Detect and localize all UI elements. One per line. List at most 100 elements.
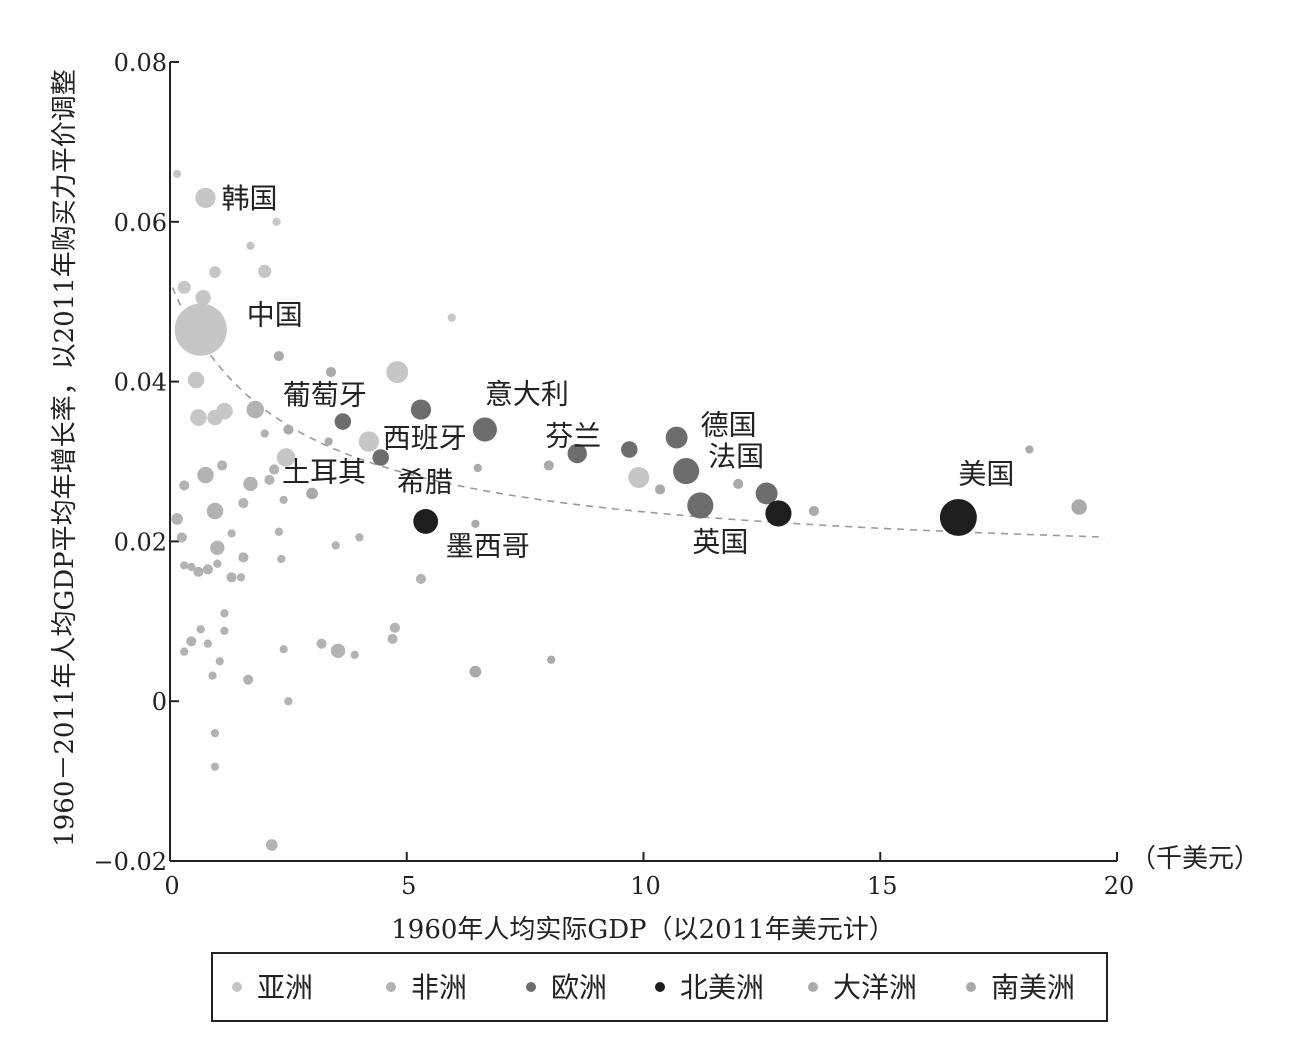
point-label: 希腊 (397, 466, 453, 499)
data-point (177, 280, 191, 294)
legend-marker (232, 982, 242, 992)
y-tick-label: 0.06 (114, 209, 167, 237)
data-point (387, 633, 398, 644)
y-axis-title: 1960－2011年人均GDP平均年增长率，以2011年购买力平价调整 (50, 69, 80, 847)
data-point (172, 169, 182, 178)
data-point-labeled (939, 498, 977, 536)
point-label: 西班牙 (383, 422, 467, 455)
data-point (264, 474, 275, 485)
data-point (220, 609, 229, 618)
data-point (272, 217, 281, 226)
legend-marker (655, 982, 665, 992)
data-point (180, 561, 189, 570)
data-point-labeled (567, 443, 587, 464)
legend-label: 非洲 (411, 971, 467, 1004)
legend-label: 南美洲 (991, 971, 1075, 1004)
data-point (190, 409, 207, 426)
x-tick-label: 0 (164, 872, 179, 900)
data-point (180, 647, 189, 656)
data-point (547, 655, 556, 664)
data-point (733, 478, 744, 489)
y-tick-label: −0.02 (93, 848, 167, 876)
data-point (206, 502, 224, 520)
data-point (202, 564, 213, 575)
data-point (213, 559, 222, 568)
data-point (210, 540, 225, 555)
y-tick-label: 0.04 (114, 369, 167, 397)
data-point (238, 497, 249, 509)
data-point (355, 533, 364, 542)
point-label: 葡萄牙 (283, 379, 367, 412)
data-point (469, 665, 482, 678)
data-point (755, 482, 778, 505)
data-point-labeled (687, 492, 714, 519)
legend: 亚洲 非洲 欧洲 北美洲 大洋洲 南美洲 (211, 952, 1108, 1022)
data-point (265, 839, 278, 851)
point-label: 韩国 (222, 182, 278, 215)
legend-marker (966, 982, 976, 992)
data-point (208, 671, 217, 680)
point-label: 土耳其 (282, 456, 366, 489)
data-point (316, 638, 327, 649)
data-point (765, 500, 792, 527)
legend-label: 亚洲 (257, 971, 313, 1004)
trend-line (171, 287, 1106, 538)
data-point-labeled (372, 449, 389, 466)
data-point (243, 674, 254, 685)
data-point (269, 464, 280, 475)
data-point (306, 487, 318, 500)
point-label: 芬兰 (545, 420, 601, 453)
data-point (246, 241, 255, 250)
data-point (187, 562, 196, 572)
data-point (227, 529, 236, 538)
data-point (655, 484, 666, 495)
data-point-labeled (174, 303, 227, 356)
data-point (193, 566, 204, 577)
data-point (187, 371, 205, 389)
data-point (621, 441, 638, 458)
data-point (179, 480, 190, 491)
data-point (283, 424, 294, 435)
data-point (197, 466, 214, 484)
data-point-labeled (413, 509, 439, 534)
point-label: 法国 (708, 440, 764, 473)
data-point (210, 729, 220, 738)
legend-label: 欧洲 (551, 971, 607, 1004)
data-point (284, 697, 293, 706)
y-tick-label: 0.08 (114, 49, 167, 77)
x-tick-label: 5 (401, 872, 416, 900)
point-label: 中国 (247, 299, 303, 332)
data-point (415, 573, 427, 585)
data-point (217, 460, 228, 471)
data-point-labeled (472, 417, 497, 442)
data-point (176, 532, 187, 543)
data-point (273, 350, 284, 362)
point-label: 德国 (701, 409, 757, 442)
data-point (195, 289, 211, 306)
data-point (325, 366, 337, 378)
x-tick-label: 10 (630, 872, 661, 900)
data-point (236, 573, 246, 582)
data-point (389, 622, 400, 633)
legend-marker (386, 982, 396, 992)
data-point (628, 466, 650, 489)
data-point (246, 400, 264, 419)
data-point-labeled (665, 426, 688, 449)
data-point (279, 645, 288, 654)
point-label: 英国 (692, 525, 748, 558)
data-point (207, 409, 223, 426)
x-tick-label: 15 (867, 872, 898, 900)
data-point (209, 266, 221, 278)
data-point (243, 476, 258, 492)
data-point (324, 437, 333, 446)
data-point (543, 460, 554, 471)
data-point (1025, 445, 1034, 454)
data-point (220, 626, 229, 636)
data-point (473, 463, 482, 473)
data-point (186, 636, 197, 647)
data-point (331, 541, 340, 550)
data-point (350, 650, 359, 659)
point-label: 墨西哥 (446, 529, 530, 562)
data-point (210, 762, 220, 771)
